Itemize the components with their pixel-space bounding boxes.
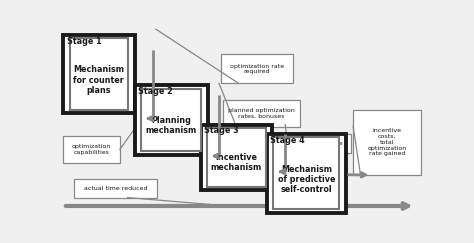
Bar <box>207 128 266 187</box>
Text: Stage 4: Stage 4 <box>271 136 305 145</box>
Bar <box>273 137 339 209</box>
Text: optimization rate
required: optimization rate required <box>229 63 284 74</box>
Bar <box>353 110 421 175</box>
Text: incentive scheme: incentive scheme <box>287 141 342 146</box>
Text: Stage 3: Stage 3 <box>204 126 239 135</box>
Text: Stage 2: Stage 2 <box>138 87 173 96</box>
Bar <box>267 134 346 213</box>
Bar <box>63 35 135 113</box>
Text: incentive
costs,
total
optimization
rate gained: incentive costs, total optimization rate… <box>367 128 407 156</box>
Text: Mechanism
for counter
plans: Mechanism for counter plans <box>73 65 124 95</box>
Text: actual time reduced: actual time reduced <box>83 186 147 191</box>
Text: Incentive
mechanism: Incentive mechanism <box>211 153 262 172</box>
Text: Mechanism
of predictive
self-control: Mechanism of predictive self-control <box>278 165 335 194</box>
Bar <box>201 125 272 190</box>
Text: Stage 1: Stage 1 <box>66 37 101 46</box>
Bar <box>223 100 300 127</box>
Bar <box>74 179 156 198</box>
Bar <box>278 134 351 153</box>
Bar <box>63 136 120 163</box>
Bar <box>221 54 292 83</box>
Bar <box>135 85 208 155</box>
Text: planned optimization
rates, bonuses: planned optimization rates, bonuses <box>228 108 295 119</box>
Text: optimization
capabilities: optimization capabilities <box>72 144 111 155</box>
Bar <box>70 38 128 110</box>
Text: Planning
mechanism: Planning mechanism <box>146 116 197 135</box>
Bar <box>141 89 201 151</box>
